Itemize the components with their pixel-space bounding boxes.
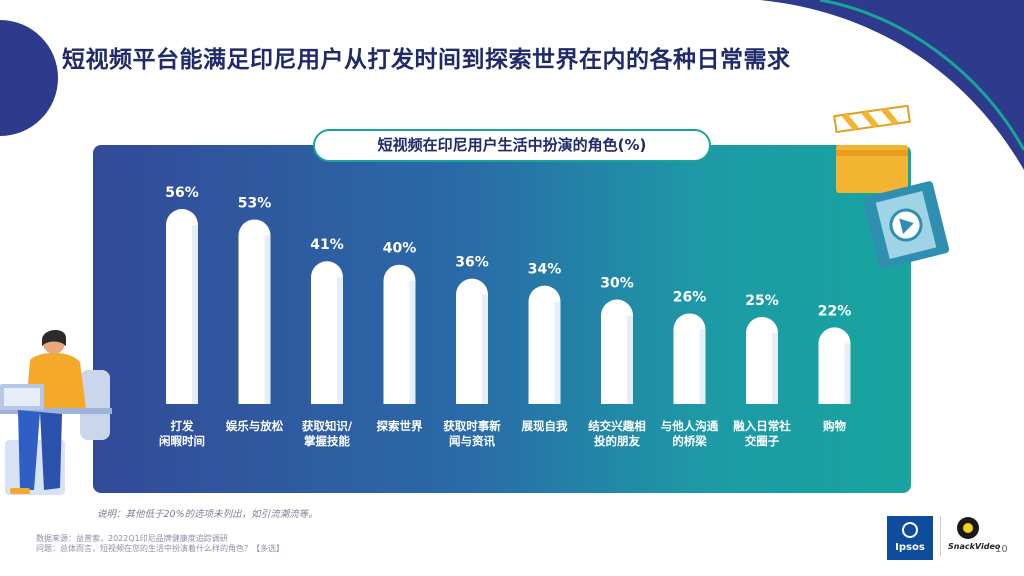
chart-panel bbox=[93, 145, 911, 493]
category-label-1: 娱乐与放松 bbox=[226, 419, 284, 433]
snackvideo-logo-text: SnackVideo bbox=[948, 542, 1001, 551]
footnote: 说明：其他低于20%的选项未列出，如引流潮流等。 bbox=[97, 509, 318, 520]
source-line-1: 数据来源：益普索，2022Q1印尼品牌健康度追踪调研 bbox=[36, 534, 228, 543]
bar-6 bbox=[601, 299, 633, 404]
left-circle-shape bbox=[0, 20, 58, 136]
bar-1 bbox=[238, 219, 271, 404]
bar-shade-7 bbox=[699, 329, 706, 404]
ipsos-logo: Ipsos bbox=[887, 516, 933, 560]
category-label-line: 闲暇时间 bbox=[159, 434, 205, 448]
category-label-0: 打发闲暇时间 bbox=[159, 419, 205, 448]
value-label-1: 53% bbox=[238, 195, 272, 211]
category-label-line: 探索世界 bbox=[377, 419, 423, 433]
bar-9 bbox=[818, 327, 851, 404]
value-label-8: 25% bbox=[745, 293, 779, 309]
page-number: 10 bbox=[995, 544, 1008, 555]
source-text: 数据来源：益普索，2022Q1印尼品牌健康度追踪调研 问题：总体而言，短视频在您… bbox=[36, 534, 284, 554]
category-label-line: 与他人沟通 bbox=[661, 419, 719, 433]
category-label-line: 娱乐与放松 bbox=[226, 419, 284, 433]
category-label-line: 打发 bbox=[171, 419, 194, 433]
snackvideo-logo-icon bbox=[957, 517, 979, 539]
category-label-line: 闻与资讯 bbox=[449, 434, 495, 448]
category-label-6: 结交兴趣相投的朋友 bbox=[587, 419, 646, 448]
corner-wave-accent bbox=[819, 0, 1024, 151]
bar-3 bbox=[383, 264, 416, 404]
bar-shade-8 bbox=[772, 332, 778, 404]
category-label-line: 的桥梁 bbox=[672, 434, 707, 448]
category-label-line: 结交兴趣相 bbox=[587, 419, 646, 433]
bar-shade-1 bbox=[264, 235, 271, 404]
category-label-line: 投的朋友 bbox=[594, 434, 640, 448]
ipsos-logo-mark bbox=[902, 522, 918, 538]
bar-shade-4 bbox=[482, 294, 488, 404]
bar-shade-2 bbox=[337, 277, 343, 404]
value-label-9: 22% bbox=[818, 303, 852, 319]
value-label-6: 30% bbox=[600, 276, 634, 292]
bar-shade-9 bbox=[844, 343, 851, 404]
bar-shade-0 bbox=[192, 225, 198, 404]
bar-7 bbox=[673, 313, 706, 404]
chart-title: 短视频在印尼用户生活中扮演的角色(%) bbox=[313, 129, 711, 162]
category-label-line: 获取时事新 bbox=[443, 419, 501, 433]
category-label-5: 展现自我 bbox=[521, 419, 568, 433]
category-label-4: 获取时事新闻与资讯 bbox=[443, 419, 501, 448]
bar-2 bbox=[311, 261, 343, 404]
corner-wave-shape bbox=[760, 0, 1024, 170]
bar-4 bbox=[456, 278, 488, 404]
bar-5 bbox=[528, 285, 561, 404]
category-label-line: 购物 bbox=[823, 419, 846, 433]
category-label-2: 获取知识/掌握技能 bbox=[302, 419, 353, 448]
category-label-line: 融入日常社 bbox=[733, 419, 791, 433]
source-line-2: 问题：总体而言，短视频在您的生活中扮演着什么样的角色？【多选】 bbox=[36, 544, 284, 553]
category-label-line: 获取知识/ bbox=[302, 419, 353, 433]
category-label-line: 展现自我 bbox=[521, 419, 568, 433]
bar-8 bbox=[746, 316, 778, 404]
bar-0 bbox=[166, 209, 198, 404]
person-illustration bbox=[0, 329, 112, 495]
category-label-7: 与他人沟通的桥梁 bbox=[661, 419, 719, 448]
value-label-2: 41% bbox=[310, 237, 344, 253]
page-title: 短视频平台能满足印尼用户从打发时间到探索世界在内的各种日常需求 bbox=[62, 47, 791, 73]
logo-divider bbox=[940, 516, 941, 556]
film-strip-icon bbox=[862, 181, 950, 269]
category-label-9: 购物 bbox=[823, 419, 846, 433]
value-label-0: 56% bbox=[165, 185, 199, 201]
category-label-line: 交圈子 bbox=[745, 434, 780, 448]
category-label-line: 掌握技能 bbox=[304, 434, 350, 448]
value-label-3: 40% bbox=[383, 241, 417, 257]
category-label-3: 探索世界 bbox=[377, 419, 423, 433]
value-label-4: 36% bbox=[455, 255, 489, 271]
bar-shade-6 bbox=[627, 315, 633, 404]
bar-shade-5 bbox=[554, 301, 561, 404]
bar-shade-3 bbox=[409, 280, 416, 404]
category-label-8: 融入日常社交圈子 bbox=[733, 419, 791, 448]
clapperboard-icon bbox=[833, 104, 911, 193]
value-label-5: 34% bbox=[528, 262, 562, 278]
value-label-7: 26% bbox=[673, 289, 707, 305]
bars-layer: 56% 打发闲暇时间 53% 娱乐与放松 41% 获取知识/掌握技能 40% 探索世界 36% 获… bbox=[159, 185, 851, 448]
